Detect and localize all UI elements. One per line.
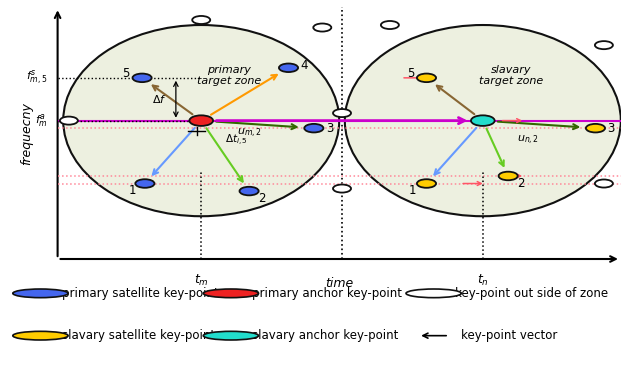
Text: $t_n$: $t_n$	[477, 273, 489, 288]
Text: time: time	[325, 277, 353, 290]
Circle shape	[333, 109, 351, 117]
Circle shape	[314, 24, 332, 31]
Circle shape	[192, 16, 210, 24]
Text: $u_{n,2}$: $u_{n,2}$	[517, 134, 539, 147]
Text: $\Delta f$: $\Delta f$	[152, 93, 166, 105]
Text: primary satellite key-point: primary satellite key-point	[62, 287, 219, 300]
Circle shape	[586, 124, 605, 132]
Circle shape	[13, 332, 68, 340]
Text: 5: 5	[123, 67, 130, 80]
Text: primary
target zone: primary target zone	[197, 64, 262, 86]
Circle shape	[204, 289, 259, 297]
Circle shape	[304, 124, 323, 132]
Text: slavary satellite key-point: slavary satellite key-point	[62, 329, 215, 342]
Circle shape	[417, 74, 436, 82]
Text: $f_m^a$: $f_m^a$	[35, 112, 47, 129]
Text: 1: 1	[409, 184, 416, 197]
Circle shape	[471, 115, 495, 126]
Circle shape	[595, 179, 613, 188]
Text: slavary anchor key-point: slavary anchor key-point	[252, 329, 399, 342]
Text: key-point vector: key-point vector	[461, 329, 557, 342]
Text: 5: 5	[407, 67, 415, 80]
Text: 2: 2	[517, 176, 524, 189]
Circle shape	[381, 21, 399, 29]
Circle shape	[189, 115, 213, 126]
Text: 1: 1	[129, 184, 136, 197]
Circle shape	[595, 41, 613, 49]
Text: key-point out side of zone: key-point out side of zone	[455, 287, 608, 300]
Text: 3: 3	[326, 122, 333, 135]
Text: $t_m$: $t_m$	[194, 273, 209, 288]
Text: slavary
target zone: slavary target zone	[479, 64, 543, 86]
Text: $u_{m,2}$: $u_{m,2}$	[237, 127, 262, 140]
Ellipse shape	[345, 25, 621, 216]
Circle shape	[239, 187, 259, 195]
Circle shape	[132, 74, 152, 82]
Circle shape	[204, 332, 259, 340]
Circle shape	[279, 64, 298, 72]
Circle shape	[60, 117, 78, 125]
Circle shape	[417, 179, 436, 188]
Text: $f_{m,5}^s$: $f_{m,5}^s$	[26, 69, 47, 87]
Circle shape	[499, 172, 518, 180]
Ellipse shape	[63, 25, 339, 216]
Circle shape	[333, 185, 351, 192]
Circle shape	[406, 289, 461, 297]
Circle shape	[13, 289, 68, 297]
Text: 3: 3	[607, 122, 615, 135]
Text: $\Delta t_{i,5}$: $\Delta t_{i,5}$	[225, 132, 248, 148]
Text: 4: 4	[301, 59, 308, 72]
Circle shape	[135, 179, 154, 188]
Text: 2: 2	[258, 192, 265, 205]
Text: frequecny: frequecny	[20, 102, 33, 165]
Text: primary anchor key-point: primary anchor key-point	[252, 287, 403, 300]
